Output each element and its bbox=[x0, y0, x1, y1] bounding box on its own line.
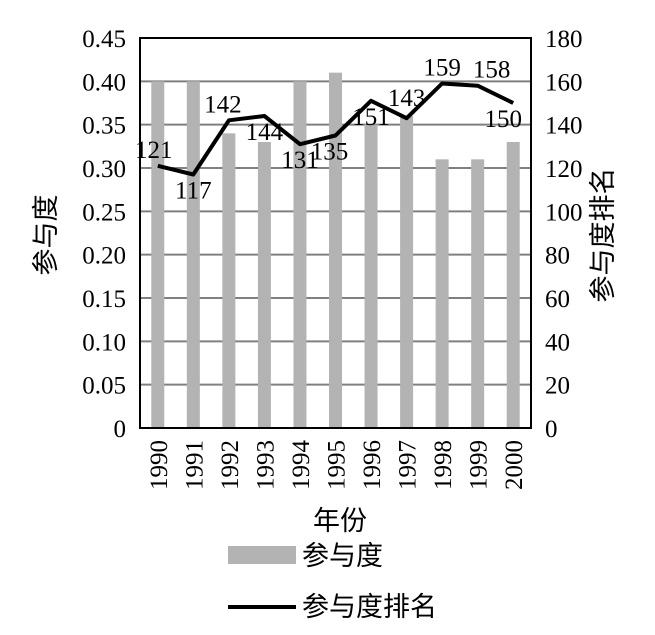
data-label-1995: 135 bbox=[311, 139, 349, 166]
x-tick-label-1996: 1996 bbox=[359, 440, 386, 490]
data-label-1993: 144 bbox=[246, 119, 284, 146]
legend-line-label: 参与度排名 bbox=[302, 592, 437, 622]
line-series bbox=[157, 81, 515, 177]
bar-1992 bbox=[222, 133, 236, 429]
y-axis-right-title: 参与度排名 bbox=[588, 168, 618, 303]
data-label-1990: 121 bbox=[135, 137, 173, 164]
bar-1993 bbox=[257, 142, 271, 428]
data-label-1992: 142 bbox=[204, 91, 242, 118]
y-right-tick-label: 100 bbox=[545, 199, 583, 226]
y-right-tick-label: 180 bbox=[545, 26, 583, 53]
y-left-tick-label: 0.40 bbox=[82, 69, 126, 96]
bar-1999 bbox=[471, 159, 485, 429]
data-label-1996: 151 bbox=[352, 104, 390, 131]
plot-border bbox=[139, 37, 532, 429]
line-参与度排名 bbox=[157, 81, 515, 177]
y-right-tick-label: 0 bbox=[545, 416, 558, 443]
y-left-tick-label: 0.10 bbox=[82, 329, 126, 356]
x-tick-label-1992: 1992 bbox=[217, 440, 244, 490]
y-left-tick-label: 0.05 bbox=[82, 373, 126, 400]
bar-1994 bbox=[293, 81, 307, 428]
bar-1997 bbox=[400, 116, 414, 428]
data-label-1997: 143 bbox=[388, 85, 426, 112]
y-left-tick-label: 0.45 bbox=[82, 26, 126, 53]
data-label-1991: 117 bbox=[175, 178, 212, 205]
bar-1996 bbox=[364, 124, 378, 429]
x-tick-label-1990: 1990 bbox=[146, 440, 173, 490]
legend-bar-label: 参与度 bbox=[302, 541, 383, 571]
y-right-tick-label: 40 bbox=[545, 329, 570, 356]
legend: 参与度 参与度排名 bbox=[228, 541, 437, 622]
data-label-1999: 158 bbox=[473, 57, 511, 84]
y-right-tick-label: 60 bbox=[545, 286, 570, 313]
y-axis-left-title: 参与度 bbox=[31, 195, 61, 276]
y-left-tick-label: 0.25 bbox=[82, 199, 126, 226]
x-tick-label-1998: 1998 bbox=[430, 440, 457, 490]
x-tick-label-1995: 1995 bbox=[324, 440, 351, 490]
y-right-tick-label: 140 bbox=[545, 113, 583, 140]
y-right-tick-label: 160 bbox=[545, 69, 583, 96]
x-tick-label-1993: 1993 bbox=[252, 440, 279, 490]
y-left-tick-label: 0.30 bbox=[82, 156, 126, 183]
bar-1990 bbox=[151, 81, 165, 428]
y-right-tick-label: 80 bbox=[545, 243, 570, 270]
axes: 0 0.05 0.10 0.15 0.20 0.25 0.30 0.35 0.40 0.45 0 20… bbox=[82, 26, 582, 490]
x-axis-title: 年份 bbox=[313, 506, 367, 536]
x-tick-label-1991: 1991 bbox=[181, 440, 208, 490]
y-left-tick-label: 0 bbox=[114, 416, 127, 443]
y-right-tick-label: 120 bbox=[545, 156, 583, 183]
x-tick-label-1997: 1997 bbox=[395, 440, 422, 490]
data-label-1994: 131 bbox=[281, 147, 319, 174]
bar-2000 bbox=[506, 142, 520, 428]
x-tick-label-2000: 2000 bbox=[501, 440, 528, 490]
bar-series bbox=[151, 72, 520, 429]
bar-1995 bbox=[329, 72, 342, 429]
x-tick-label-1999: 1999 bbox=[466, 440, 493, 490]
bar-1991 bbox=[186, 81, 200, 428]
bar-1998 bbox=[435, 159, 449, 429]
y-left-tick-label: 0.35 bbox=[82, 113, 126, 140]
data-label-1998: 159 bbox=[423, 55, 461, 82]
legend-bar-swatch bbox=[228, 546, 296, 564]
y-left-tick-label: 0.15 bbox=[82, 286, 126, 313]
data-label-2000: 150 bbox=[484, 106, 522, 133]
x-tick-label-1994: 1994 bbox=[288, 440, 315, 491]
y-right-tick-label: 20 bbox=[545, 373, 570, 400]
plot-frame bbox=[139, 37, 532, 429]
y-left-tick-label: 0.20 bbox=[82, 243, 126, 270]
